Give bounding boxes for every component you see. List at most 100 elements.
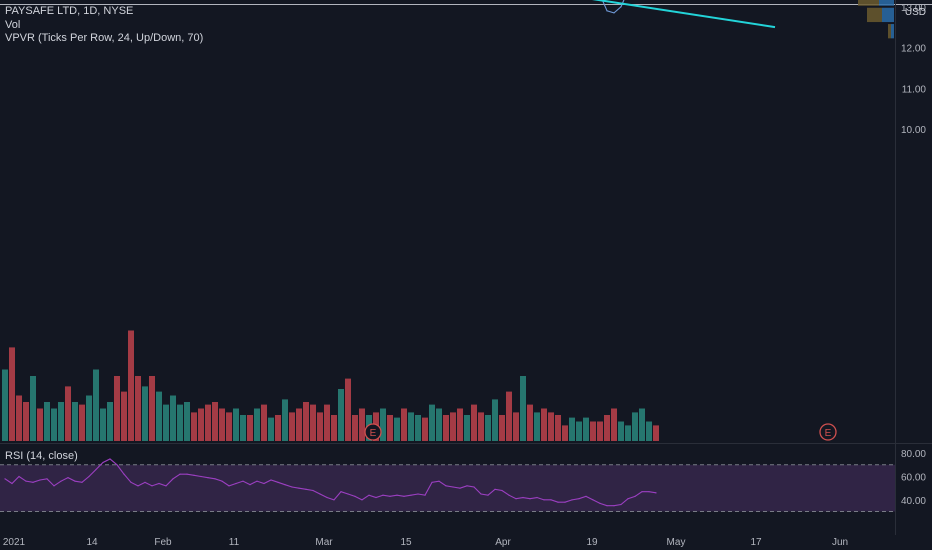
rsi-tick-label: 80.00: [901, 449, 926, 460]
volume-bar: [457, 408, 463, 441]
rsi-point: [627, 498, 629, 500]
volume-bar: [51, 408, 57, 441]
rsi-legend[interactable]: RSI (14, close): [5, 450, 78, 462]
price-tick-label: 12.00: [901, 44, 926, 55]
volume-bar: [548, 412, 554, 441]
volume-bar: [205, 404, 211, 441]
earnings-marker-label: E: [825, 428, 832, 439]
volume-bar: [72, 402, 78, 441]
volume-bar: [359, 408, 365, 441]
volume-bar: [9, 347, 15, 441]
volume-bar: [597, 421, 603, 441]
rsi-point: [263, 482, 265, 485]
volume-bar: [464, 415, 470, 441]
volume-bar: [408, 412, 414, 441]
x-tick-label: Apr: [495, 537, 511, 548]
rsi-point: [39, 479, 41, 481]
rsi-point: [130, 481, 132, 483]
rsi-point: [291, 486, 293, 488]
rsi-point: [368, 494, 370, 496]
volume-bar: [170, 395, 176, 441]
volume-bar: [380, 408, 386, 441]
volume-bar: [240, 415, 246, 441]
vol-legend[interactable]: Vol: [5, 19, 21, 31]
price-point: [606, 10, 608, 12]
rsi-point: [564, 501, 566, 503]
rsi-point: [270, 479, 272, 481]
rsi-point: [116, 464, 118, 466]
rsi-point: [543, 499, 545, 501]
rsi-point: [228, 485, 230, 487]
rsi-point: [571, 499, 573, 501]
rsi-point: [81, 481, 83, 483]
rsi-point: [249, 484, 251, 486]
volume-bar: [310, 404, 316, 441]
rsi-point: [655, 492, 657, 494]
rsi-point: [452, 486, 454, 488]
rsi-point: [179, 473, 181, 475]
volume-bar: [212, 402, 218, 441]
volume-bar: [639, 408, 645, 441]
x-tick-label: Mar: [315, 537, 333, 548]
rsi-point: [67, 477, 69, 479]
volume-bar: [268, 417, 274, 441]
rsi-point: [4, 478, 6, 480]
earnings-marker-icon: [364, 423, 382, 441]
rsi-point: [445, 485, 447, 487]
volume-bar: [604, 415, 610, 441]
volume-bar: [275, 415, 281, 441]
volume-bar: [576, 421, 582, 441]
volume-bar: [499, 415, 505, 441]
rsi-point: [200, 475, 202, 478]
volume-bar: [520, 376, 526, 441]
rsi-point: [18, 475, 20, 478]
rsi-point: [326, 496, 328, 499]
volume-bar: [590, 421, 596, 441]
volume-bar: [352, 415, 358, 441]
x-tick-label: 15: [400, 537, 412, 548]
rsi-point: [431, 481, 433, 483]
rsi-point: [522, 496, 524, 499]
rsi-point: [585, 495, 587, 497]
volume-bar: [219, 408, 225, 441]
rsi-band-fill: [0, 464, 895, 512]
volume-bar: [16, 395, 22, 441]
rsi-point: [235, 482, 237, 485]
rsi-point: [158, 482, 160, 485]
x-tick-label: 11: [229, 537, 240, 548]
volume-bar: [233, 408, 239, 441]
volume-bar: [611, 408, 617, 441]
volume-bar: [177, 404, 183, 441]
volume-bar: [282, 399, 288, 441]
volume-bar: [44, 402, 50, 441]
volume-bar: [471, 404, 477, 441]
rsi-point: [340, 491, 342, 493]
vpvr-legend[interactable]: VPVR (Ticks Per Row, 24, Up/Down, 70): [5, 32, 204, 44]
vpvr-row-up: [891, 24, 894, 39]
volume-bar: [345, 378, 351, 441]
rsi-point: [592, 499, 594, 501]
rsi-point: [466, 485, 468, 487]
rsi-point: [25, 480, 27, 482]
volume-bar: [583, 417, 589, 441]
rsi-point: [473, 486, 475, 488]
volume-bar: [317, 412, 323, 441]
vpvr-row-up: [879, 0, 894, 6]
x-tick-label: Jun: [832, 537, 848, 548]
rsi-point: [557, 501, 559, 503]
volume-bar: [296, 408, 302, 441]
rsi-point: [634, 495, 636, 497]
rsi-point: [207, 477, 209, 479]
volume-bar: [261, 404, 267, 441]
rsi-point: [284, 484, 286, 486]
volume-bar: [415, 415, 421, 441]
rsi-point: [641, 491, 643, 493]
symbol-legend[interactable]: PAYSAFE LTD, 1D, NYSE: [5, 5, 134, 17]
rsi-point: [529, 498, 531, 500]
rsi-point: [305, 488, 307, 490]
volume-bar: [86, 395, 92, 441]
rsi-point: [11, 482, 13, 485]
rsi-point: [88, 475, 90, 478]
rsi-point: [165, 485, 167, 487]
